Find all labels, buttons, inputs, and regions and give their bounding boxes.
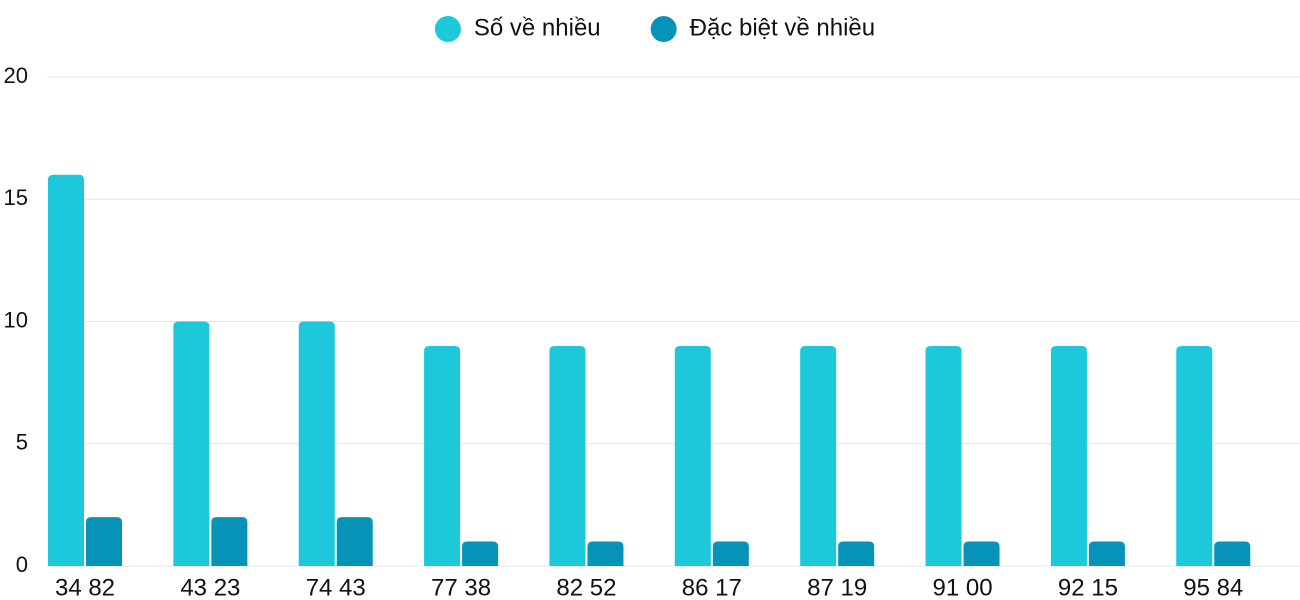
bar (800, 345, 837, 566)
bar (674, 345, 711, 566)
bar (1088, 541, 1125, 566)
y-tick-label: 15 (4, 185, 28, 210)
y-tick-label: 10 (4, 307, 28, 332)
bar (925, 345, 962, 566)
x-tick-label: 86 17 (682, 574, 742, 600)
x-tick-label: 74 43 (306, 574, 366, 600)
bar (48, 174, 84, 567)
y-tick-label: 0 (16, 552, 28, 577)
legend: Số về nhiều Đặc biệt về nhiều (434, 14, 875, 42)
bar (336, 517, 373, 566)
x-tick-label: 82 52 (556, 574, 616, 600)
bar (1176, 345, 1213, 566)
x-tick-label: 87 19 (807, 574, 867, 600)
bar (211, 517, 248, 566)
bar (298, 321, 335, 566)
x-tick-label: 43 23 (180, 574, 240, 600)
bar (549, 345, 586, 566)
x-tick-label: 91 00 (933, 574, 993, 600)
bar (838, 541, 875, 566)
bar (173, 321, 210, 566)
bar (86, 517, 122, 566)
legend-marker (650, 16, 677, 42)
bar (963, 541, 1000, 566)
bar (462, 541, 499, 566)
x-tick-label: 77 38 (431, 574, 491, 600)
legend-label: Đặc biệt về nhiều (690, 14, 875, 41)
y-tick-label: 20 (4, 63, 28, 88)
bar (1050, 345, 1087, 566)
x-tick-label: 95 84 (1183, 574, 1243, 600)
legend-marker (434, 16, 461, 42)
bar (587, 541, 624, 566)
bar (424, 345, 461, 566)
bar (1214, 541, 1251, 566)
legend-label: Số về nhiều (474, 14, 601, 41)
x-tick-label: 34 82 (55, 574, 115, 600)
x-tick-label: 92 15 (1058, 574, 1118, 600)
y-tick-label: 5 (16, 430, 28, 455)
bar (712, 541, 749, 566)
